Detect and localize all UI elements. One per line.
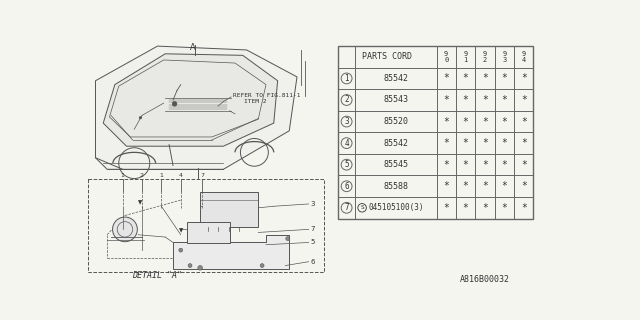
Text: *: * (521, 73, 527, 84)
Text: *: * (521, 95, 527, 105)
Text: A816B00032: A816B00032 (460, 275, 509, 284)
Text: *: * (463, 203, 468, 213)
Polygon shape (103, 54, 278, 146)
Text: *: * (521, 160, 527, 170)
Text: *: * (521, 203, 527, 213)
Text: *: * (444, 181, 449, 191)
Text: *: * (501, 203, 508, 213)
Text: 9
3: 9 3 (502, 51, 506, 62)
Text: 2: 2 (140, 173, 144, 178)
Circle shape (188, 264, 192, 268)
Text: REFER TO FIG.811-1: REFER TO FIG.811-1 (234, 93, 301, 98)
Text: 5: 5 (344, 160, 349, 169)
Text: *: * (482, 181, 488, 191)
Text: 6: 6 (344, 182, 349, 191)
Text: 9
1: 9 1 (463, 51, 468, 62)
Text: 3: 3 (310, 201, 315, 207)
Text: *: * (463, 138, 468, 148)
FancyBboxPatch shape (187, 222, 230, 243)
Text: 3: 3 (344, 117, 349, 126)
FancyBboxPatch shape (200, 192, 259, 227)
Text: 85520: 85520 (383, 117, 408, 126)
Circle shape (286, 237, 290, 241)
Text: *: * (482, 160, 488, 170)
Text: ▼: ▼ (179, 228, 183, 234)
Text: *: * (463, 160, 468, 170)
Text: ITEM 2: ITEM 2 (244, 99, 267, 104)
Text: *: * (501, 116, 508, 126)
Text: ▼: ▼ (138, 200, 143, 205)
Text: S: S (360, 205, 364, 210)
Text: *: * (444, 160, 449, 170)
Text: *: * (444, 116, 449, 126)
Polygon shape (95, 46, 297, 169)
Text: 7: 7 (344, 203, 349, 212)
Text: 85588: 85588 (383, 182, 408, 191)
Text: *: * (521, 138, 527, 148)
Text: 045105100(3): 045105100(3) (368, 203, 424, 212)
Text: 6: 6 (310, 259, 315, 265)
Text: PARTS CORD: PARTS CORD (362, 52, 412, 61)
Text: 85543: 85543 (383, 95, 408, 105)
Text: *: * (482, 138, 488, 148)
Text: 9
0: 9 0 (444, 51, 448, 62)
Circle shape (179, 248, 182, 252)
Text: 5: 5 (310, 239, 314, 245)
Text: *: * (482, 203, 488, 213)
Text: 9
4: 9 4 (522, 51, 526, 62)
Text: 4: 4 (344, 139, 349, 148)
Text: *: * (521, 181, 527, 191)
Text: 2: 2 (344, 95, 349, 105)
Text: *: * (463, 116, 468, 126)
Text: *: * (463, 95, 468, 105)
Text: 4: 4 (179, 173, 183, 178)
Text: *: * (482, 116, 488, 126)
Text: 1: 1 (121, 173, 125, 178)
Text: 7: 7 (310, 226, 315, 232)
Bar (338, 46, 533, 219)
Text: *: * (444, 73, 449, 84)
Text: *: * (501, 138, 508, 148)
Text: *: * (521, 116, 527, 126)
Text: 85542: 85542 (383, 74, 408, 83)
Text: 85545: 85545 (383, 160, 408, 169)
Text: *: * (482, 95, 488, 105)
Text: 1: 1 (344, 74, 349, 83)
Circle shape (172, 101, 177, 106)
Circle shape (198, 266, 202, 270)
Circle shape (260, 264, 264, 268)
Text: DETAIL "A": DETAIL "A" (132, 271, 182, 280)
Circle shape (113, 217, 138, 242)
Text: 1: 1 (159, 173, 163, 178)
Text: 7: 7 (200, 173, 204, 178)
Polygon shape (173, 235, 289, 269)
Text: *: * (501, 181, 508, 191)
Text: *: * (482, 73, 488, 84)
Text: *: * (444, 203, 449, 213)
Circle shape (139, 116, 142, 119)
Text: *: * (501, 160, 508, 170)
Text: *: * (463, 73, 468, 84)
Text: *: * (444, 95, 449, 105)
Text: A: A (189, 43, 195, 52)
Text: *: * (463, 181, 468, 191)
Text: *: * (444, 138, 449, 148)
Text: *: * (501, 73, 508, 84)
Text: 85542: 85542 (383, 139, 408, 148)
Text: *: * (501, 95, 508, 105)
Text: 9
2: 9 2 (483, 51, 487, 62)
